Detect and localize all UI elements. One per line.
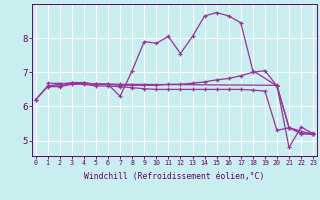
X-axis label: Windchill (Refroidissement éolien,°C): Windchill (Refroidissement éolien,°C) (84, 172, 265, 181)
